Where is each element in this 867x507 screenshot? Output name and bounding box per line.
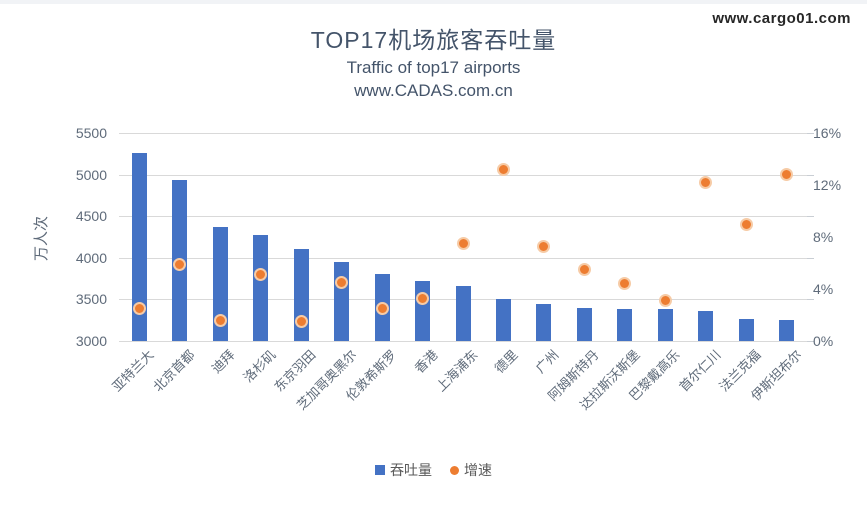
growth-marker	[294, 315, 308, 328]
right-axis-tick	[807, 174, 814, 176]
legend-item-throughput: 吞吐量	[375, 460, 432, 480]
bar	[415, 281, 431, 341]
growth-marker	[739, 217, 753, 231]
bar	[131, 152, 147, 341]
bar	[576, 307, 592, 341]
growth-marker	[496, 162, 510, 176]
y-axis-tick-label: 3000	[75, 333, 107, 349]
y-axis-tick-label: 5000	[75, 166, 107, 183]
growth-marker	[537, 239, 551, 253]
bar	[212, 227, 228, 341]
secondary-y-axis-tick-label: 12%	[813, 177, 842, 193]
right-axis-tick	[807, 299, 814, 301]
gridline	[119, 174, 807, 176]
bar-series-swatch-icon	[375, 465, 385, 475]
y-axis-tick-label: 4000	[75, 249, 107, 266]
growth-marker	[456, 237, 470, 250]
secondary-y-axis-tick-label: 8%	[813, 229, 834, 245]
secondary-y-axis-tick-label: 16%	[813, 125, 842, 141]
gridline	[119, 341, 807, 342]
secondary-y-axis-tick-label: 0%	[813, 333, 834, 349]
gridline	[119, 257, 807, 259]
growth-marker	[780, 168, 794, 182]
growth-marker	[173, 257, 187, 271]
title-block: TOP17机场旅客吞吐量 Traffic of top17 airports w…	[0, 24, 867, 102]
legend: 吞吐量 增速	[0, 460, 867, 480]
scatter-series-swatch-icon	[450, 465, 459, 475]
bar	[779, 320, 795, 341]
growth-marker	[132, 302, 146, 315]
growth-marker	[416, 291, 430, 305]
gridline	[119, 133, 807, 134]
bar	[617, 308, 633, 341]
bar	[334, 262, 350, 341]
bar	[495, 298, 511, 341]
growth-marker	[577, 263, 591, 276]
legend-item-growth: 增速	[450, 460, 492, 480]
growth-marker	[335, 276, 349, 289]
bar	[738, 318, 754, 341]
growth-marker	[618, 277, 632, 291]
right-axis-tick	[807, 257, 814, 259]
bar	[698, 310, 714, 341]
chart-subtitle-site: www.CADAS.com.cn	[354, 81, 513, 100]
legend-label-growth: 增速	[464, 462, 492, 478]
secondary-y-axis-tick-label: 4%	[813, 281, 834, 297]
growth-marker	[699, 175, 713, 189]
y-axis-tick-label: 3500	[75, 291, 107, 308]
right-axis-tick	[807, 341, 814, 342]
top-edge-strip	[0, 0, 867, 4]
chart-title: TOP17机场旅客吞吐量	[310, 27, 557, 53]
right-axis-tick	[807, 133, 814, 134]
bar	[536, 304, 552, 341]
legend-label-throughput: 吞吐量	[390, 462, 432, 478]
growth-marker	[658, 294, 672, 308]
watermark: www.cargo01.com	[712, 10, 851, 27]
bar	[253, 235, 269, 341]
y-axis-tick-label: 4500	[75, 208, 107, 225]
bar	[657, 309, 673, 341]
growth-marker	[254, 268, 268, 282]
gridline	[119, 216, 807, 218]
growth-marker	[375, 302, 389, 315]
growth-marker	[213, 313, 227, 327]
chart-subtitle: Traffic of top17 airports	[346, 58, 521, 77]
bar	[455, 286, 471, 341]
y-axis-tick-label: 5500	[75, 125, 107, 141]
right-axis-tick	[807, 216, 814, 218]
